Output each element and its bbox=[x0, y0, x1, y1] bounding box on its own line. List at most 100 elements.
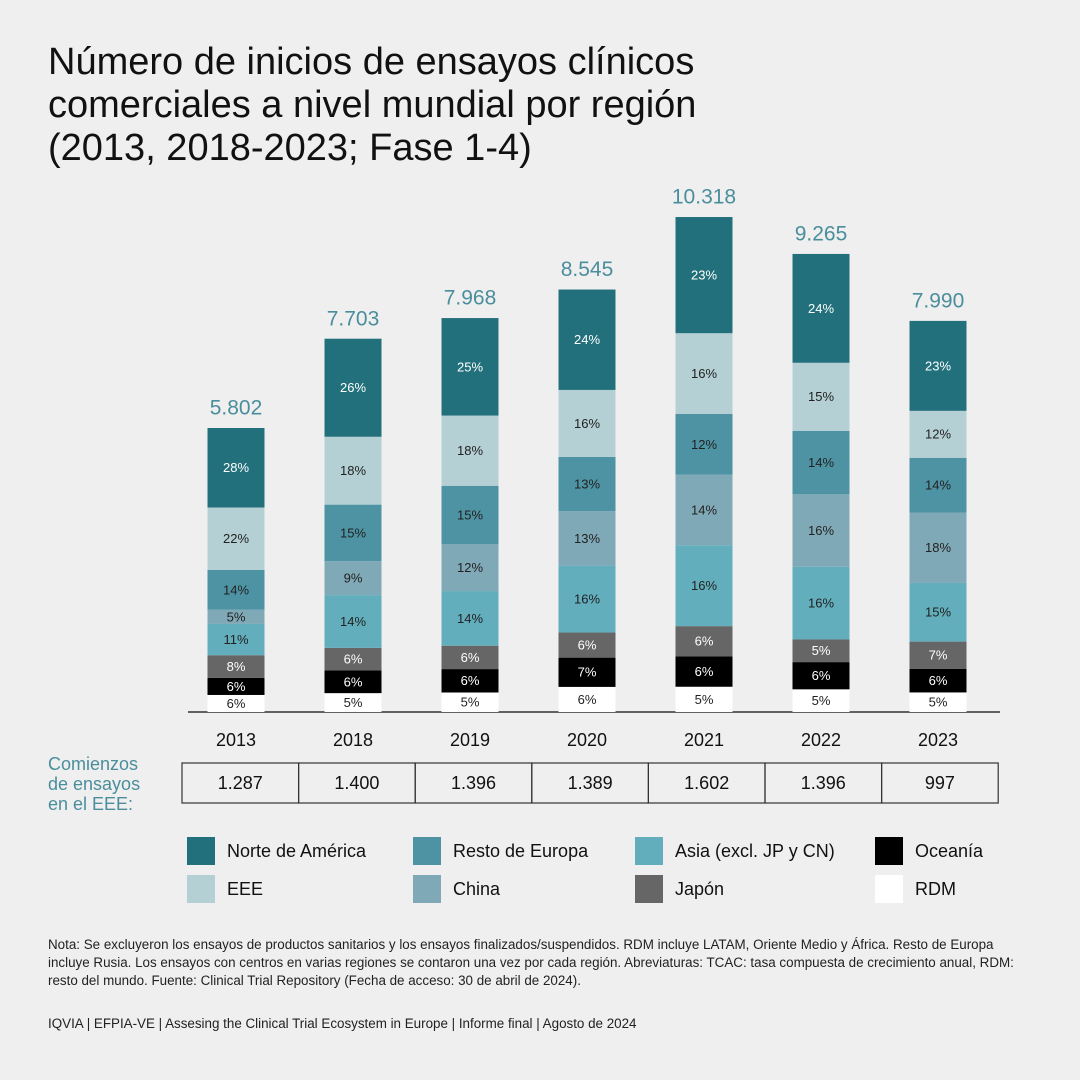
segment-label: 18% bbox=[457, 443, 483, 458]
bar-segment bbox=[909, 320, 967, 411]
segment-label: 12% bbox=[691, 437, 717, 452]
table-value: 1.389 bbox=[568, 773, 613, 793]
segment-label: 6% bbox=[344, 674, 363, 689]
segment-label: 9% bbox=[344, 571, 363, 586]
legend-label: Resto de Europa bbox=[453, 841, 589, 861]
segment-label: 15% bbox=[808, 389, 834, 404]
legend-label: Japón bbox=[675, 879, 724, 899]
x-tick-label: 2020 bbox=[567, 730, 607, 750]
total-label: 5.802 bbox=[210, 397, 263, 420]
bar-segment bbox=[675, 686, 733, 712]
x-tick-label: 2023 bbox=[918, 730, 958, 750]
total-label: 10.318 bbox=[672, 186, 736, 209]
table-row-label: Comienzos bbox=[48, 754, 138, 774]
legend-label: China bbox=[453, 879, 501, 899]
bar-segment bbox=[441, 591, 499, 646]
bar-segment bbox=[207, 569, 265, 610]
bar-segment bbox=[909, 668, 967, 693]
segment-label: 5% bbox=[344, 695, 363, 710]
legend-swatch bbox=[187, 875, 215, 903]
bar-segment bbox=[792, 689, 850, 712]
segment-label: 16% bbox=[808, 523, 834, 538]
legend-label: Norte de América bbox=[227, 841, 367, 861]
bar-segment bbox=[207, 694, 265, 712]
legend-swatch bbox=[635, 837, 663, 865]
bar-segment bbox=[558, 686, 616, 712]
table-value: 1.287 bbox=[218, 773, 263, 793]
bar-segment bbox=[558, 565, 616, 633]
segment-label: 6% bbox=[227, 679, 246, 694]
bar-segment bbox=[558, 456, 616, 512]
bar-segment bbox=[441, 645, 499, 670]
segment-label: 6% bbox=[461, 673, 480, 688]
page: {"chart_data": {"type": "stacked-bar", "… bbox=[48, 41, 1014, 1031]
segment-label: 26% bbox=[340, 380, 366, 395]
bar-segment bbox=[558, 511, 616, 566]
bar-segment bbox=[324, 595, 382, 648]
bar-segment bbox=[675, 545, 733, 627]
segment-label: 16% bbox=[691, 366, 717, 381]
bar-segment bbox=[909, 582, 967, 642]
bar-segment bbox=[792, 639, 850, 663]
legend-swatch bbox=[187, 837, 215, 865]
total-label: 9.265 bbox=[795, 222, 848, 245]
segment-label: 14% bbox=[457, 611, 483, 626]
footer: IQVIA | EFPIA-VE | Assesing the Clinical… bbox=[48, 1016, 637, 1031]
bar-segment bbox=[675, 474, 733, 546]
segment-label: 6% bbox=[578, 692, 597, 707]
segment-label: 18% bbox=[925, 540, 951, 555]
bar-segment bbox=[675, 414, 733, 475]
segment-label: 14% bbox=[223, 582, 249, 597]
table-row-label: en el EEE: bbox=[48, 794, 133, 814]
bar-segment bbox=[792, 430, 850, 495]
x-tick-label: 2019 bbox=[450, 730, 490, 750]
legend-label: RDM bbox=[915, 879, 956, 899]
bar-segment bbox=[675, 333, 733, 415]
total-label: 7.968 bbox=[444, 287, 497, 310]
x-tick-label: 2013 bbox=[216, 730, 256, 750]
bar-segment bbox=[792, 494, 850, 567]
bar-segment bbox=[675, 626, 733, 657]
bar-segment bbox=[558, 389, 616, 457]
segment-label: 12% bbox=[457, 560, 483, 575]
total-label: 7.703 bbox=[327, 307, 380, 330]
bar-segment bbox=[207, 427, 265, 508]
bar-segment bbox=[207, 677, 265, 695]
bar-segment bbox=[207, 609, 265, 624]
segment-label: 18% bbox=[340, 463, 366, 478]
segment-label: 6% bbox=[812, 668, 831, 683]
segment-label: 8% bbox=[227, 659, 246, 674]
bar-segment bbox=[558, 632, 616, 658]
bar-segment bbox=[207, 507, 265, 570]
bar-segment bbox=[792, 566, 850, 640]
bar-segment bbox=[792, 362, 850, 431]
bar-segment bbox=[324, 693, 382, 712]
segment-label: 5% bbox=[227, 609, 246, 624]
chart-title: Número de inicios de ensayos clínicos bbox=[48, 41, 694, 83]
table-value: 1.396 bbox=[451, 773, 496, 793]
segment-label: 25% bbox=[457, 359, 483, 374]
segment-label: 6% bbox=[578, 638, 597, 653]
segment-label: 7% bbox=[929, 648, 948, 663]
bar-segment bbox=[441, 692, 499, 712]
segment-label: 6% bbox=[695, 664, 714, 679]
segment-label: 6% bbox=[344, 652, 363, 667]
legend-label: EEE bbox=[227, 879, 263, 899]
chart-title: (2013, 2018-2023; Fase 1-4) bbox=[48, 127, 532, 169]
table-value: 1.396 bbox=[801, 773, 846, 793]
segment-label: 15% bbox=[925, 605, 951, 620]
bar-segment bbox=[207, 655, 265, 678]
legend-swatch bbox=[875, 875, 903, 903]
legend-swatch bbox=[875, 837, 903, 865]
bar-segment bbox=[324, 670, 382, 694]
bar-segment bbox=[441, 669, 499, 693]
segment-label: 5% bbox=[812, 643, 831, 658]
bar-segment bbox=[441, 318, 499, 416]
bar-segment bbox=[441, 415, 499, 486]
bar-segment bbox=[324, 338, 382, 437]
note: Nota: Se excluyeron los ensayos de produ… bbox=[48, 937, 1014, 988]
bar-segment bbox=[909, 641, 967, 669]
segment-label: 16% bbox=[574, 592, 600, 607]
bar-segment bbox=[324, 504, 382, 562]
segment-label: 16% bbox=[574, 416, 600, 431]
